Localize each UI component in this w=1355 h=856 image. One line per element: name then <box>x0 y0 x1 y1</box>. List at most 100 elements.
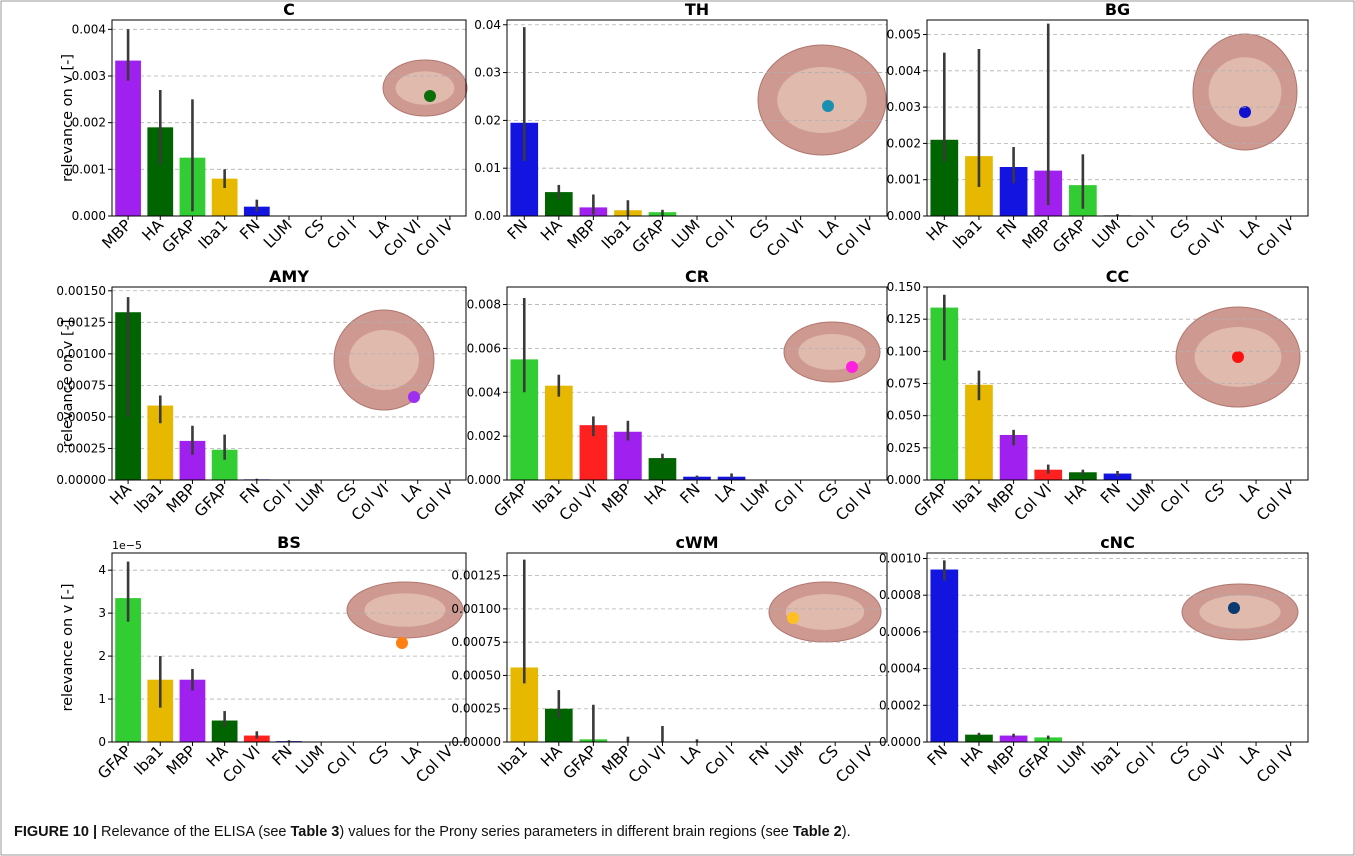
x-tick-label: MBP <box>984 742 1020 778</box>
y-tick-label: 0.02 <box>474 113 501 127</box>
x-tick-label: Col IV <box>1253 216 1298 261</box>
x-tick-label: Col IV <box>412 216 457 261</box>
x-tick-label: MBP <box>564 216 600 252</box>
x-tick-label: CS <box>1166 216 1193 243</box>
x-tick-label: Col IV <box>832 480 877 525</box>
region-marker <box>846 361 858 373</box>
x-tick-label: Col I <box>702 742 739 779</box>
x-tick-label: HA <box>923 216 952 245</box>
y-tick-label: 0.00000 <box>451 735 501 749</box>
x-tick-label: LUM <box>737 480 773 516</box>
y-tick-label: 0.0008 <box>879 588 921 602</box>
x-tick-label: Col I <box>1157 480 1194 517</box>
y-tick-label: 3 <box>98 606 106 620</box>
chart-title: cNC <box>1100 533 1135 552</box>
x-tick-label: Col VI <box>348 480 392 524</box>
x-tick-label: Col VI <box>625 742 669 786</box>
chart-title: CR <box>685 267 709 286</box>
y-tick-label: 0.00050 <box>451 668 501 682</box>
x-tick-label: Col IV <box>832 742 877 787</box>
bar <box>115 61 141 216</box>
axes-frame <box>927 553 1308 742</box>
x-tick-label: LUM <box>1054 742 1090 778</box>
x-tick-label: HA <box>537 216 566 245</box>
y-tick-label: 0.002 <box>467 429 501 443</box>
x-tick-label: GFAP <box>629 216 670 257</box>
x-tick-label: CS <box>1201 480 1228 507</box>
x-tick-label: CS <box>746 216 773 243</box>
x-tick-label: Col VI <box>763 216 807 260</box>
x-tick-label: Iba1 <box>1088 742 1125 779</box>
y-tick-label: 0.00100 <box>451 602 501 616</box>
x-tick-label: Col I <box>702 216 739 253</box>
y-tick-label: 0.150 <box>887 280 921 294</box>
x-tick-label: Col IV <box>1253 480 1298 525</box>
x-tick-label: Col I <box>323 216 360 253</box>
caption-text: ) values for the Prony series parameters… <box>339 824 792 840</box>
x-tick-label: HA <box>537 742 566 771</box>
chart-title: cWM <box>675 533 718 552</box>
x-tick-label: Iba1 <box>130 742 167 779</box>
y-tick-label: 0.000 <box>887 209 921 223</box>
y-tick-label: 0.005 <box>887 28 921 42</box>
x-tick-label: LUM <box>260 216 296 252</box>
x-tick-label: LUM <box>668 216 704 252</box>
y-tick-label: 0.00075 <box>451 635 501 649</box>
x-tick-label: LA <box>712 480 739 507</box>
chart-title: TH <box>685 0 709 19</box>
y-tick-label: 0.00000 <box>56 473 106 487</box>
y-tick-label: 0.006 <box>467 341 501 355</box>
brain-image <box>364 593 445 627</box>
y-tick-label: 0.0010 <box>879 552 921 566</box>
y-tick-label: 0.000 <box>887 473 921 487</box>
x-tick-label: LUM <box>1089 216 1125 252</box>
x-tick-label: LUM <box>292 480 328 516</box>
y-tick-label: 0.000 <box>467 473 501 487</box>
y-tick-label: 0.001 <box>72 162 106 176</box>
x-tick-label: MBP <box>1019 216 1055 252</box>
x-tick-label: FN <box>924 742 951 769</box>
x-tick-label: LA <box>1236 480 1263 507</box>
offset-text: 1e−5 <box>112 539 142 552</box>
y-tick-label: 0.050 <box>887 409 921 423</box>
x-tick-label: Col VI <box>1184 216 1228 260</box>
caption-text: ). <box>842 824 851 840</box>
brain-image <box>786 594 864 630</box>
chart-title: CC <box>1106 267 1129 286</box>
y-tick-label: 0.004 <box>887 64 921 78</box>
y-tick-label: 0.00150 <box>56 284 106 298</box>
x-tick-label: Col IV <box>832 216 877 261</box>
bar <box>545 386 573 480</box>
y-tick-label: 0.004 <box>467 385 501 399</box>
y-tick-label: 0.003 <box>72 69 106 83</box>
x-tick-label: FN <box>677 480 704 507</box>
x-tick-label: Col VI <box>219 742 263 786</box>
x-tick-label: Col I <box>1122 216 1159 253</box>
x-tick-label: GFAP <box>1014 742 1055 783</box>
y-tick-label: 0.003 <box>887 100 921 114</box>
x-tick-label: LA <box>1236 216 1263 243</box>
x-tick-label: FN <box>504 216 531 243</box>
caption-ref: Table 3 <box>290 824 339 840</box>
x-tick-label: GFAP <box>191 480 232 521</box>
y-tick-label: 0.0000 <box>879 735 921 749</box>
y-tick-label: 0.0006 <box>879 625 921 639</box>
y-tick-label: 0.000 <box>72 209 106 223</box>
x-tick-label: Iba1 <box>949 216 986 253</box>
caption-text: Relevance of the ELISA (see <box>97 824 290 840</box>
x-tick-label: LA <box>677 742 704 769</box>
y-tick-label: 0.00 <box>474 209 501 223</box>
x-tick-label: CS <box>365 742 392 769</box>
x-tick-label: Col I <box>323 742 360 779</box>
chart-title: C <box>283 0 295 19</box>
y-tick-label: 2 <box>98 649 106 663</box>
x-tick-label: LUM <box>1123 480 1159 516</box>
region-marker <box>822 100 834 112</box>
x-tick-label: HA <box>957 742 986 771</box>
x-tick-label: Col IV <box>1253 742 1298 787</box>
x-tick-label: GFAP <box>560 742 601 783</box>
y-tick-label: 0.025 <box>887 441 921 455</box>
y-tick-label: 0.004 <box>72 22 106 36</box>
x-tick-label: GFAP <box>159 216 200 257</box>
figure: 0.0000.0010.0020.0030.004MBPHAGFAPIba1FN… <box>0 0 1355 856</box>
